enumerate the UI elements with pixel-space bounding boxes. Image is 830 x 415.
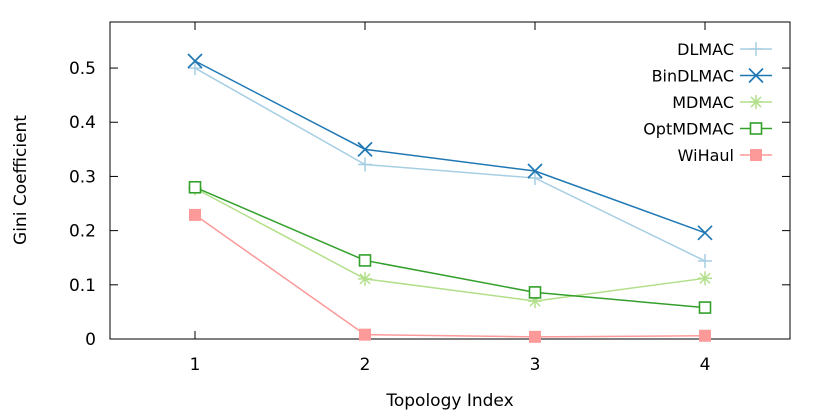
data-point-optmdmac-1 [188,180,202,194]
legend-marker-wihaul [750,149,762,161]
data-point-dlmac-1 [188,61,202,76]
legend-label-optmdmac: OptMDMAC [643,120,734,139]
data-point-bindlmac-3 [527,163,543,179]
data-point-bindlmac-2 [357,141,373,157]
y-tick-label-4: 0.4 [69,113,96,133]
data-point-wihaul-1 [189,208,201,221]
series-line-wihaul [194,214,706,338]
series-line-optmdmac [194,186,706,309]
legend-marker-bindlmac [748,67,764,84]
x-tick-label-3: 3 [530,355,541,375]
data-point-wihaul-3 [529,330,541,343]
plot-frame [109,21,791,340]
data-point-wihaul-2 [359,328,371,341]
data-point-dlmac-2 [358,157,372,172]
legend-marker-mdmac [749,95,763,109]
data-point-optmdmac-2 [358,254,372,267]
series-line-bindlmac [194,60,706,234]
y-tick-label-2: 0.2 [69,222,96,242]
series-line-mdmac [194,187,706,302]
legend-marker-dlmac [749,42,763,56]
data-point-mdmac-4 [698,271,712,286]
legend: DLMAC BinDLMAC MDMAC OptMDMAC WiHaul [643,40,772,165]
series-line-dlmac [194,67,706,262]
x-tick-label-2: 2 [360,355,371,375]
y-tick-label-5: 0.5 [69,59,96,79]
y-tick-label-3: 0.3 [69,167,96,187]
legend-label-bindlmac: BinDLMAC [652,67,734,86]
y-axis-ticks: 0 0.1 0.2 0.3 0.4 0.5 [69,59,790,350]
data-point-optmdmac-4 [698,301,712,314]
data-point-optmdmac-3 [528,286,542,299]
y-tick-label-0: 0 [85,330,96,350]
x-tick-label-4: 4 [700,355,711,375]
data-point-dlmac-3 [528,171,542,186]
data-point-mdmac-2 [358,271,372,286]
x-axis-ticks: 1 2 3 4 [190,22,711,375]
series-layer [187,53,713,343]
data-point-wihaul-4 [699,329,711,342]
data-point-dlmac-4 [698,253,712,268]
legend-label-dlmac: DLMAC [677,40,734,59]
legend-marker-optmdmac [749,122,763,135]
legend-label-mdmac: MDMAC [672,93,734,112]
data-point-bindlmac-1 [187,53,203,69]
y-axis-label: Gini Coefficient [11,115,31,245]
y-tick-label-1: 0.1 [69,276,96,296]
legend-label-wihaul: WiHaul [678,146,734,165]
data-point-bindlmac-4 [697,225,713,241]
x-tick-label-1: 1 [190,355,201,375]
x-axis-label: Topology Index [385,391,513,411]
